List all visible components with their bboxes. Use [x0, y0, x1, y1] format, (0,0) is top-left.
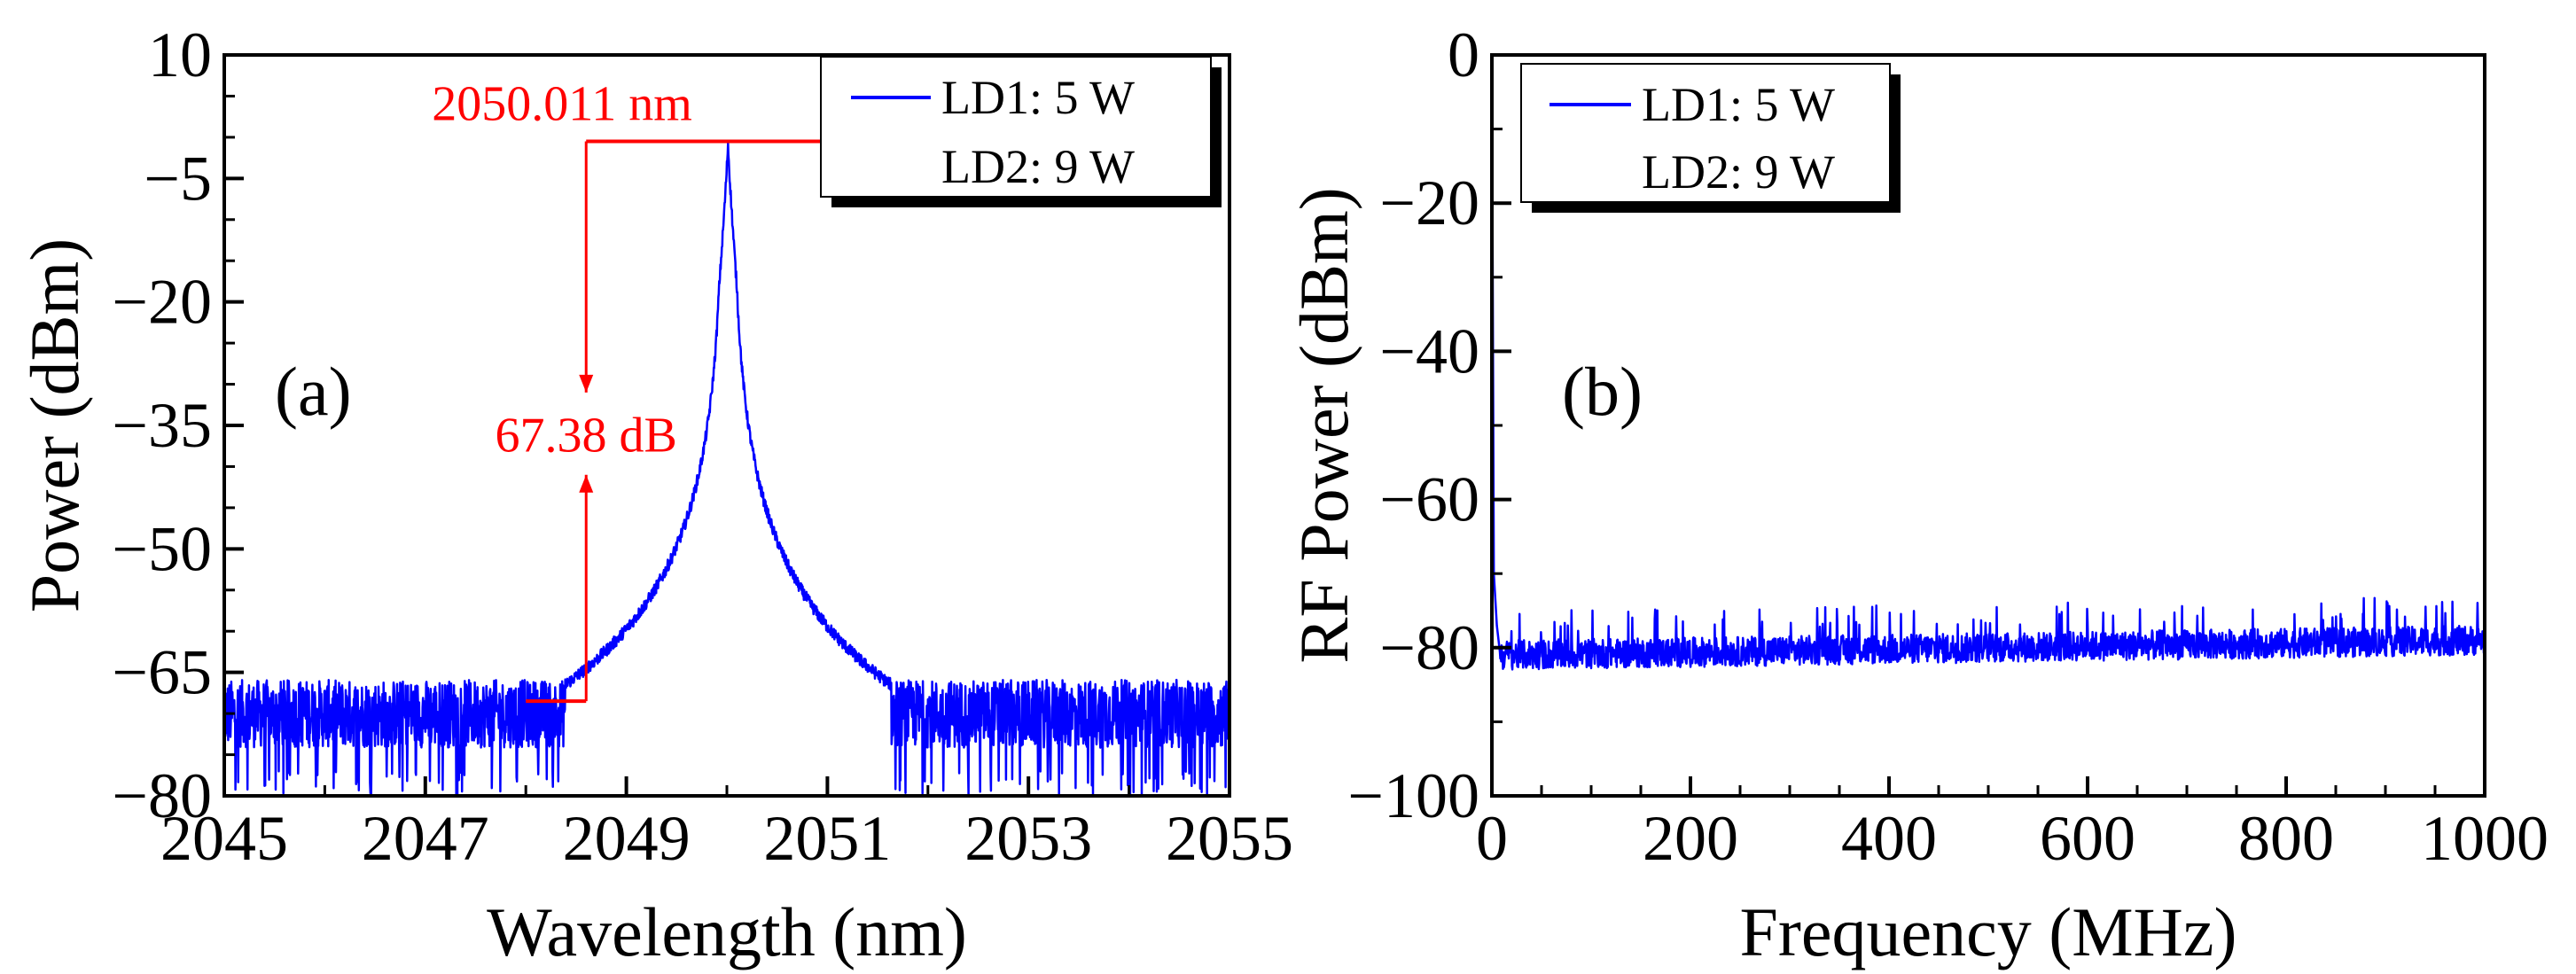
panel-a-xtick-label: 2049: [563, 803, 691, 874]
panel-a-legend-ld1: LD1: 5 W: [941, 71, 1135, 124]
panel-a-ytick-label: −65: [112, 637, 212, 708]
panel-b-series-ld1-line: [1490, 54, 2486, 671]
panel-b-ytick-label: −20: [1379, 168, 1479, 238]
panel-a-ytick-label: −20: [112, 267, 212, 338]
panel-a-xtick-label: 2045: [160, 803, 288, 874]
panel-a-label: (a): [275, 353, 352, 430]
panel-a-series-group: [222, 142, 1231, 798]
panel-a-ytick-label: 10: [148, 19, 212, 90]
panel-a-axes-group: 2045 2047 2049 2051 2053 2055 10 −5 −20 −35 −50 −65…: [112, 19, 1293, 874]
panel-b-legend-ld2: LD2: 9 W: [1642, 145, 1835, 199]
panel-a-annotation-group: 2050.011 nm 67.38 dB: [432, 77, 918, 704]
panel-a-ytick-label: −5: [144, 143, 212, 214]
panel-b-xtick-label: 800: [2238, 803, 2334, 874]
panel-b-ytick-label: −40: [1379, 316, 1479, 386]
panel-b-legend-ld1: LD1: 5 W: [1642, 78, 1835, 131]
panel-b-xlabel: Frequency (MHz): [1740, 893, 2237, 970]
panel-a-osnr-arrowhead-up: [579, 474, 594, 493]
panel-a-legend: LD1: 5 W LD2: 9 W: [820, 56, 1222, 207]
panel-a-ytick-label: −35: [112, 390, 212, 461]
panel-a-osnr-arrowhead-down: [579, 374, 594, 393]
panel-a-legend-box: [820, 56, 1212, 198]
panel-b-xtick-label: 1000: [2421, 803, 2549, 874]
panel-a-osnr-label: 67.38 dB: [496, 408, 677, 463]
panel-a-series-ld1-line: [222, 142, 1231, 798]
panel-a-xtick-label: 2053: [964, 803, 1092, 874]
panel-a-legend-ld2: LD2: 9 W: [941, 140, 1135, 193]
panel-a-xtick-label: 2047: [362, 803, 489, 874]
panel-b-ytick-label: −100: [1347, 760, 1479, 831]
panel-a: 2050.011 nm 67.38 dB 2045 2047 2049 2051 2053…: [16, 19, 1293, 970]
panel-a-ytick-label: −50: [112, 513, 212, 584]
panel-b-ytick-label: −80: [1379, 612, 1479, 683]
panel-b-ytick-label: 0: [1448, 19, 1479, 90]
panel-a-ylabel: Power (dBm): [16, 238, 93, 612]
panel-b-xtick-label: 600: [2040, 803, 2135, 874]
panel-a-peak-wavelength-label: 2050.011 nm: [432, 77, 691, 132]
panel-a-xtick-label: 2051: [763, 803, 891, 874]
panel-b: 0 200 400 600 800 1000 0 −20 −40 −60 −80 −100 LD1: …: [1285, 19, 2549, 970]
panel-b-ylabel: RF Power (dBm): [1285, 187, 1362, 663]
panel-b-label: (b): [1562, 353, 1643, 430]
panel-b-legend: LD1: 5 W LD2: 9 W: [1520, 63, 1901, 213]
panel-b-xtick-label: 0: [1476, 803, 1508, 874]
panel-a-xtick-label: 2055: [1166, 803, 1293, 874]
panel-b-xtick-label: 200: [1643, 803, 1738, 874]
panel-b-axes-group: 0 200 400 600 800 1000 0 −20 −40 −60 −80 −100: [1347, 19, 2549, 874]
panel-b-xtick-label: 400: [1841, 803, 1937, 874]
panel-b-ytick-label: −60: [1379, 464, 1479, 535]
panel-b-series-group: [1490, 54, 2486, 671]
panel-a-ytick-label: −80: [112, 760, 212, 831]
panel-a-xlabel: Wavelength (nm): [487, 893, 967, 970]
panel-b-legend-box: [1520, 63, 1891, 203]
